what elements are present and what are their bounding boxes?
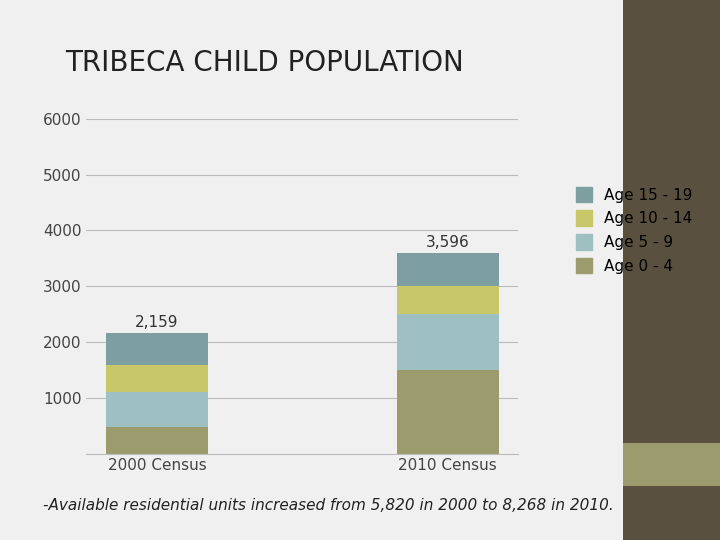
Text: TRIBECA CHILD POPULATION: TRIBECA CHILD POPULATION (65, 49, 464, 77)
Text: 2,159: 2,159 (135, 315, 179, 330)
Text: 3,596: 3,596 (426, 235, 469, 250)
Legend: Age 15 - 19, Age 10 - 14, Age 5 - 9, Age 0 - 4: Age 15 - 19, Age 10 - 14, Age 5 - 9, Age… (576, 187, 692, 274)
Bar (106, 365, 208, 392)
Bar (397, 370, 499, 454)
Bar (397, 314, 499, 370)
Bar (106, 427, 208, 454)
Bar (397, 286, 499, 314)
Bar (106, 333, 208, 365)
Bar (106, 392, 208, 427)
Bar (397, 253, 499, 286)
Text: -Available residential units increased from 5,820 in 2000 to 8,268 in 2010.: -Available residential units increased f… (43, 498, 614, 513)
